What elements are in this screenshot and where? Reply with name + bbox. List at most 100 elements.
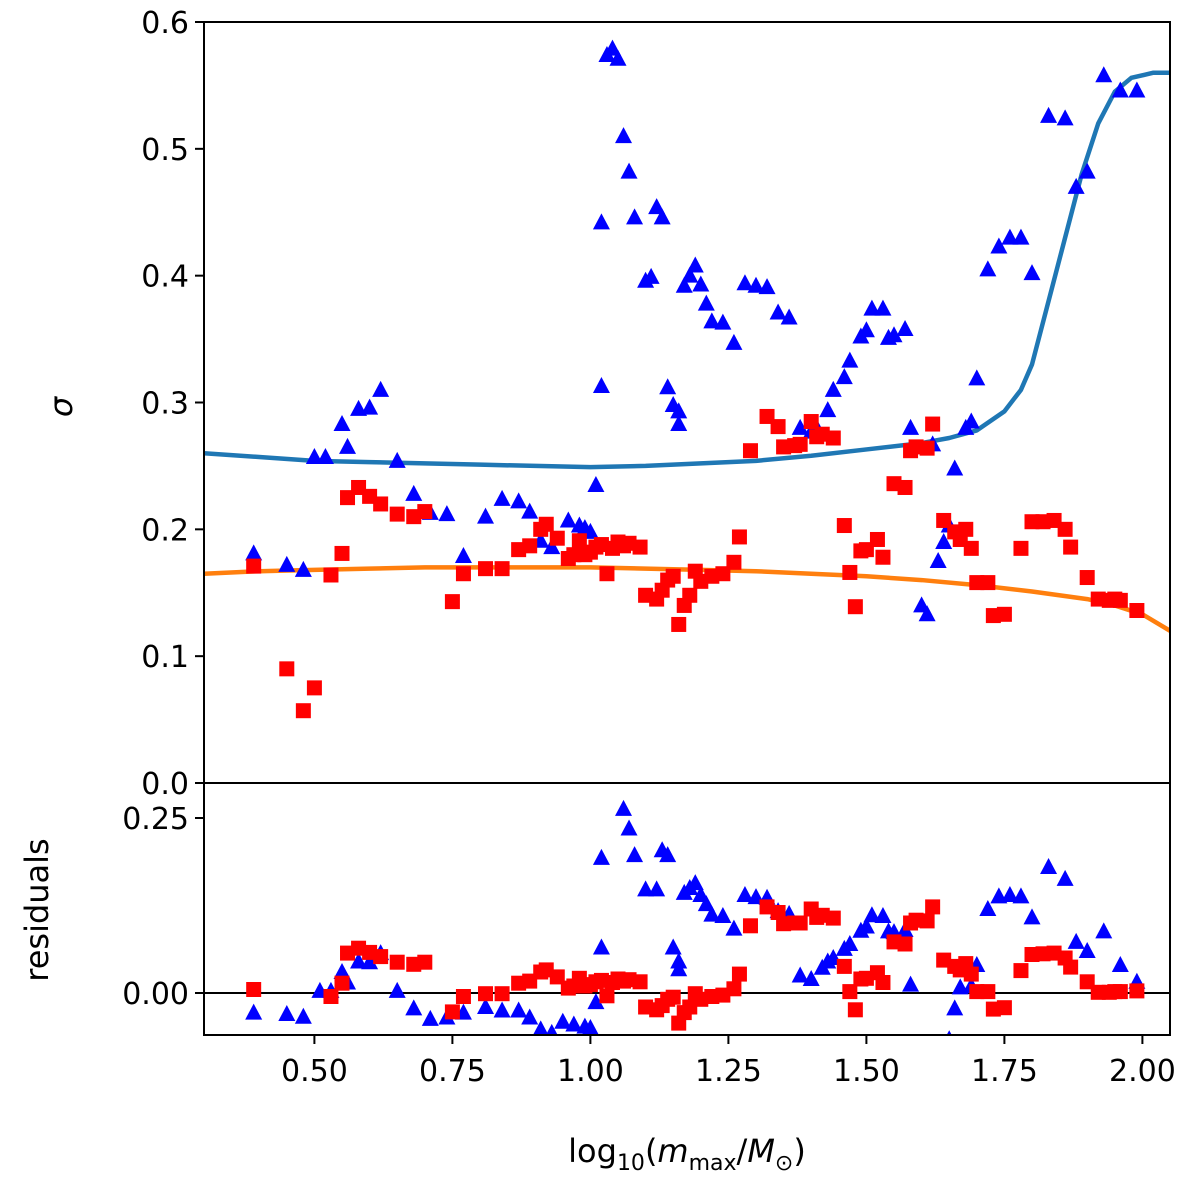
x-tick-label: 0.50 [281, 1054, 348, 1089]
bottom-y-tick-label: 0.00 [122, 977, 189, 1012]
top-blue-triangle-point [946, 459, 964, 476]
top-blue-triangle-point [675, 276, 693, 293]
top-y-tick-label: 0.2 [141, 513, 189, 548]
bottom-red-square-point [792, 915, 808, 931]
bottom-red-square-point [963, 966, 979, 982]
bottom-red-square-point [875, 975, 891, 990]
bottom-blue-triangle-point [554, 1012, 572, 1029]
bottom-red-square-point [246, 982, 262, 997]
bottom-blue-triangle-point [874, 907, 892, 923]
top-red-square-point [836, 518, 852, 534]
top-blue-triangle-point [1001, 228, 1019, 245]
top-blue-triangle-point [670, 402, 688, 419]
top-blue-triangle-point [692, 275, 710, 292]
bottom-red-square-point [494, 986, 510, 1002]
top-blue-triangle-point [1012, 228, 1030, 245]
bottom-red-square-point [632, 974, 648, 990]
top-red-square-point [323, 567, 339, 583]
bottom-blue-triangle-point [659, 846, 677, 863]
top-red-square-point [770, 419, 786, 435]
bottom-blue-triangle-point [979, 900, 997, 916]
top-red-square-point [682, 587, 698, 603]
top-blue-triangle-point [979, 260, 997, 277]
bottom-blue-triangle-point [592, 848, 610, 865]
bottom-red-square-point [731, 966, 747, 982]
x-tick-label: 1.75 [971, 1054, 1038, 1089]
top-blue-triangle-point [653, 208, 671, 225]
top-red-square-point [599, 566, 615, 582]
top-red-square-point [1013, 540, 1029, 556]
top-blue-triangle-point [670, 415, 688, 432]
bottom-red-square-point [847, 1002, 863, 1018]
bottom-red-square-point [726, 981, 742, 997]
bottom-red-square-point [742, 918, 758, 934]
top-axes-frame [203, 21, 1171, 784]
top-blue-triangle-point [747, 276, 765, 293]
top-blue-triangle-point [896, 319, 914, 336]
bottom-blue-triangle-point [863, 906, 881, 923]
bottom-blue-triangle-point [930, 1054, 947, 1070]
top-red-square-point [869, 531, 885, 547]
top-blue-triangle-point [626, 208, 644, 225]
top-blue-triangle-point [361, 398, 379, 415]
top-blue-triangle-point [1056, 109, 1074, 126]
bottom-blue-triangle-point [405, 999, 423, 1016]
bottom-blue-triangle-point [388, 981, 406, 998]
bottom-blue-triangle-point [841, 935, 859, 951]
bottom-blue-triangle-point [1095, 922, 1113, 939]
bottom-panel: 0.00 0.25 0.50 0.75 1.00 1.25 1.50 1.75 2.00 [122, 753, 1176, 1089]
top-blue-triangle-point [559, 511, 577, 528]
bottom-blue-triangle-point [697, 895, 715, 912]
bottom-blue-triangle-point [714, 907, 732, 923]
bottom-red-square-point [996, 1000, 1012, 1016]
top-red-square-point [665, 568, 681, 584]
bottom-blue-triangle-point [598, 757, 615, 773]
top-blue-triangle-point [697, 294, 715, 311]
top-red-square-point [958, 521, 974, 537]
top-blue-triangle-point [863, 299, 881, 316]
top-blue-triangle-point [791, 418, 809, 435]
top-blue-triangle-point [962, 412, 980, 429]
top-red-square-point [731, 529, 747, 545]
top-blue-triangle-point [620, 162, 638, 179]
top-panel: 0.0 0.1 0.2 0.3 0.4 0.5 0.6 [141, 6, 1171, 802]
top-blue-triangle-point [703, 312, 721, 329]
top-red-square-point [963, 540, 979, 556]
bottom-red-square-point [323, 989, 339, 1004]
top-red-square-point [494, 561, 510, 577]
bottom-red-square-point [389, 954, 405, 970]
bottom-red-square-point [897, 936, 913, 952]
bottom-blue-triangle-point [493, 1001, 511, 1018]
top-blue-triangle-point [1095, 66, 1113, 83]
top-red-square-point [306, 680, 322, 696]
bottom-blue-triangle-point [421, 1009, 439, 1026]
bottom-blue-triangle-point [703, 905, 721, 922]
bottom-red-square-point [842, 984, 858, 1000]
top-blue-triangle-point [642, 267, 660, 284]
top-blue-triangle-point [725, 333, 743, 350]
top-blue-triangle-point [592, 377, 610, 394]
x-tick-label: 2.00 [1109, 1054, 1176, 1089]
top-red-square-point [478, 561, 494, 577]
bottom-blue-triangle-point [587, 993, 605, 1010]
top-blue-triangle-point [935, 533, 953, 550]
bottom-blue-triangle-point [521, 1008, 539, 1025]
top-blue-triangle-point [857, 321, 875, 338]
x-tick-label: 1.50 [833, 1054, 900, 1089]
top-blue-triangle-point [902, 418, 920, 435]
bottom-blue-triangle-point [581, 1019, 599, 1035]
top-red-square-point [444, 594, 460, 610]
bottom-axes-frame [203, 782, 1171, 1036]
top-red-square-point [1063, 539, 1079, 555]
bottom-red-square-point [1129, 983, 1145, 999]
top-red-square-point [334, 545, 350, 561]
bottom-blue-triangle-point [802, 970, 820, 986]
bottom-blue-triangle-point [670, 960, 688, 977]
top-blue-triangle-point [1067, 177, 1085, 194]
bottom-blue-triangle-point [510, 1001, 528, 1018]
bottom-red-square-point [825, 910, 841, 926]
bottom-blue-triangle-point [604, 753, 621, 769]
top-blue-triangle-point [609, 49, 627, 66]
top-red-square-point [246, 558, 262, 574]
bottom-red-square-point [455, 989, 471, 1004]
